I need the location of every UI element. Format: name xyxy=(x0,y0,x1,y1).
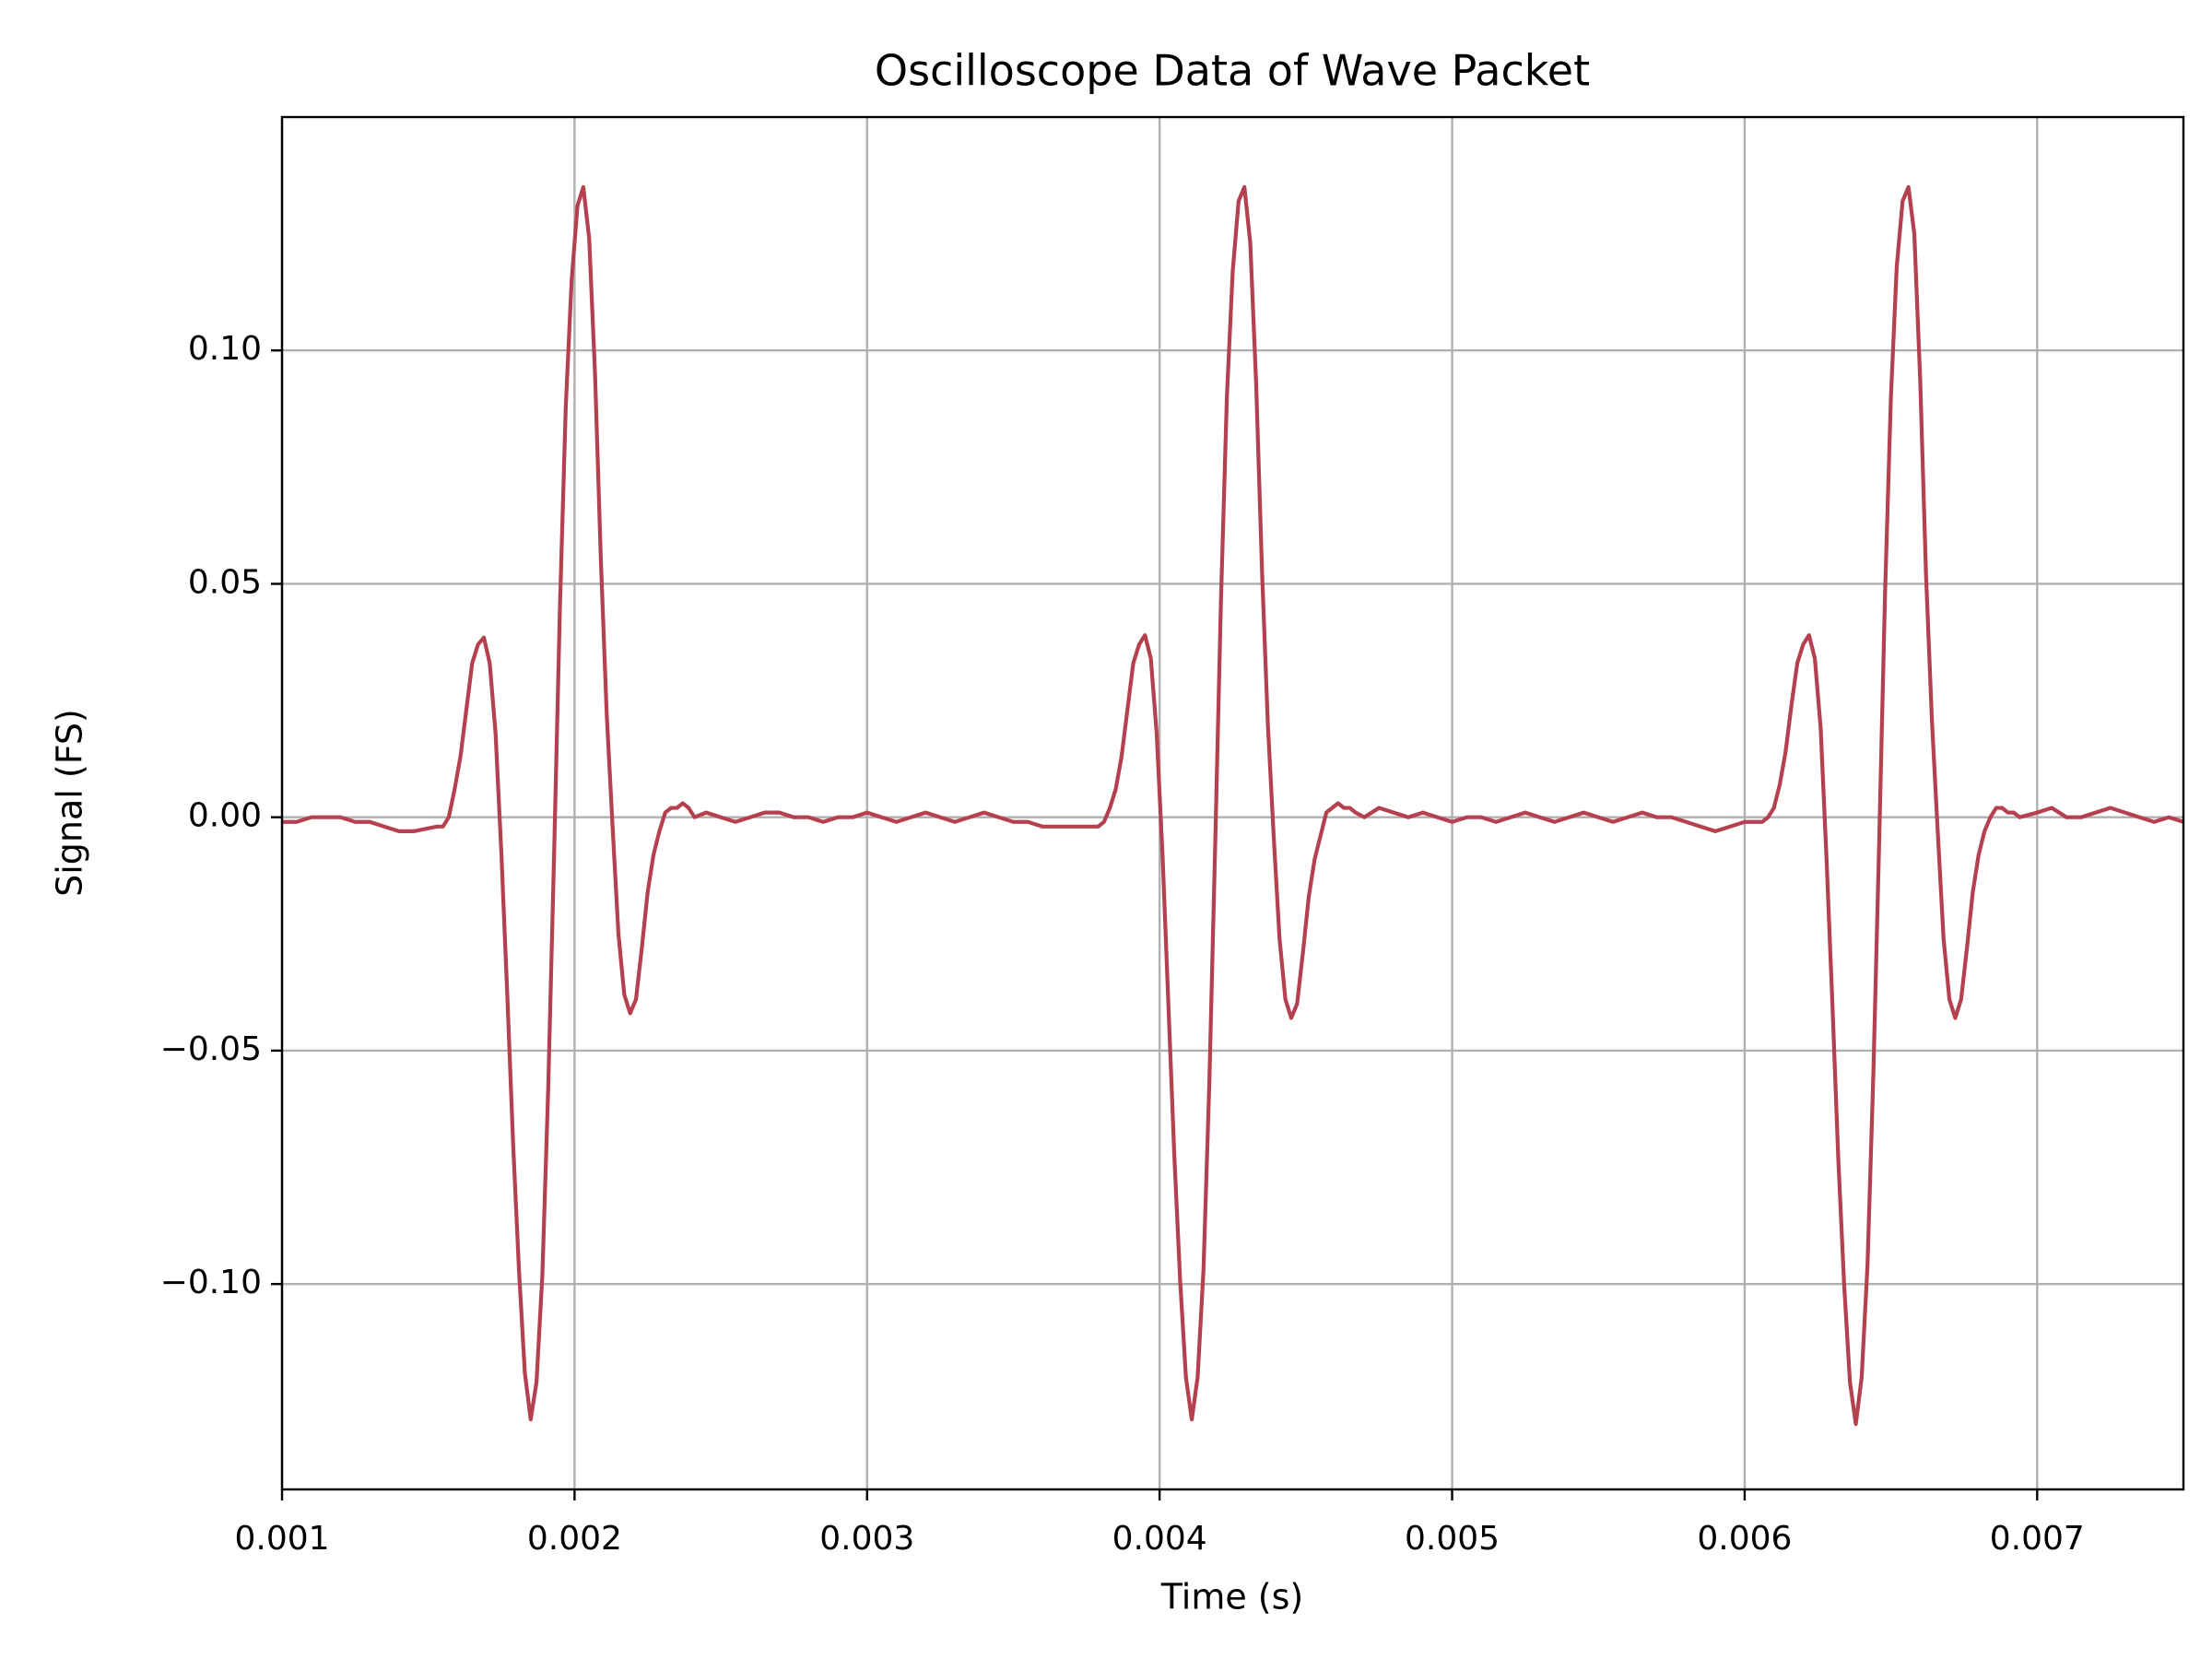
x-axis-label: Time (s) xyxy=(1160,1577,1304,1618)
y-tick-label: 0.00 xyxy=(188,797,262,835)
chart-title: Oscilloscope Data of Wave Packet xyxy=(875,46,1590,96)
y-axis-label: Signal (FS) xyxy=(50,709,90,897)
x-tick-label: 0.003 xyxy=(819,1520,914,1558)
x-tick-label: 0.001 xyxy=(234,1520,329,1558)
signal-line xyxy=(282,184,2184,1427)
y-tick-label: 0.10 xyxy=(188,330,262,368)
x-tick-label: 0.004 xyxy=(1112,1520,1207,1558)
x-tick-label: 0.005 xyxy=(1405,1520,1500,1558)
y-tick-label: 0.05 xyxy=(188,563,262,601)
x-tick-label: 0.007 xyxy=(1990,1520,2085,1558)
x-tick-label: 0.002 xyxy=(527,1520,622,1558)
y-tick-label: −0.10 xyxy=(160,1264,262,1301)
plot-frame xyxy=(280,115,2185,1491)
x-tick-label: 0.006 xyxy=(1697,1520,1792,1558)
y-tick-label: −0.05 xyxy=(160,1030,262,1068)
